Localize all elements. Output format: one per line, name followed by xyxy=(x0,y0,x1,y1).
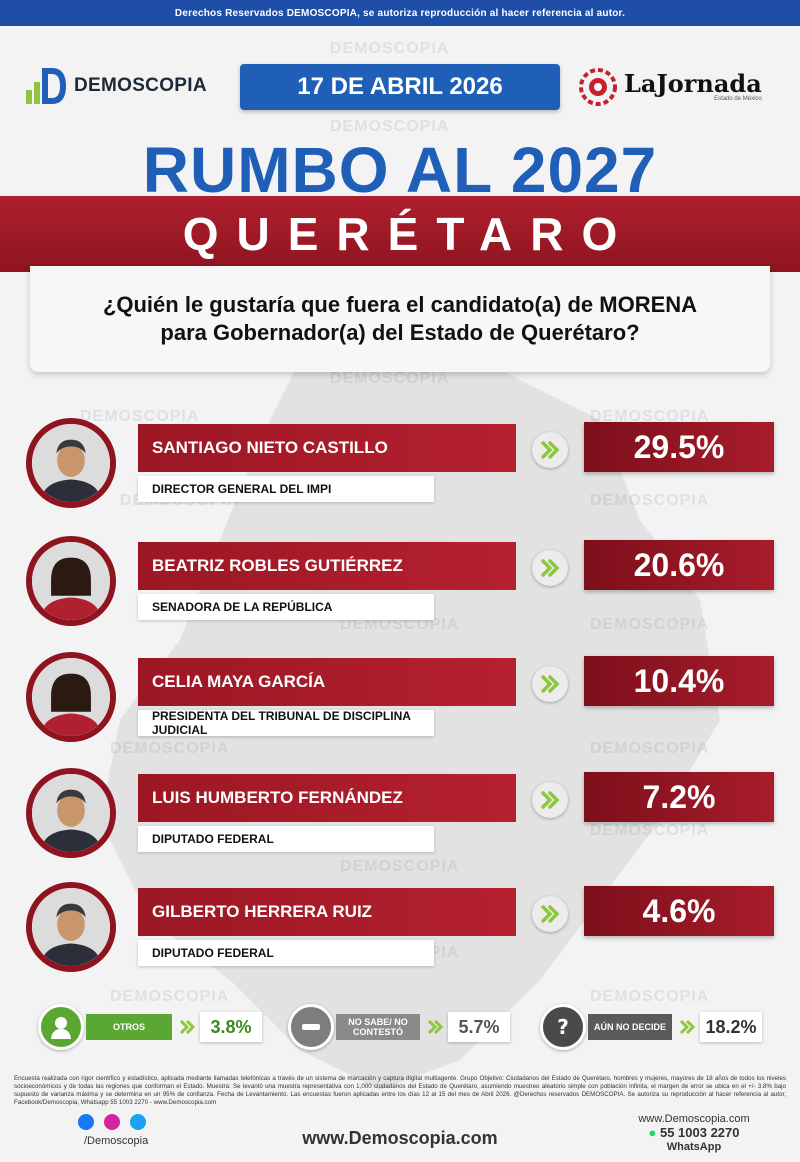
date-text: 17 DE ABRIL 2026 xyxy=(297,73,503,100)
whatsapp-icon: ● xyxy=(648,1125,660,1140)
main-title: RUMBO AL 2027 xyxy=(142,134,658,206)
other-response-percentage: 18.2% xyxy=(700,1012,762,1042)
chevron-right-icon xyxy=(532,896,568,932)
candidate-role: DIRECTOR GENERAL DEL IMPI xyxy=(138,476,434,502)
watermark-text: DEMOSCOPIA xyxy=(330,370,450,387)
other-response-percentage: 5.7% xyxy=(448,1012,510,1042)
watermark-text: DEMOSCOPIA xyxy=(590,492,710,509)
chevron-right-icon xyxy=(532,782,568,818)
candidate-photo xyxy=(26,882,116,972)
chevron-right-icon xyxy=(532,432,568,468)
candidate-row: CELIA MAYA GARCÍA PRESIDENTA DEL TRIBUNAL… xyxy=(0,652,800,752)
watermark-text: DEMOSCOPIA xyxy=(590,740,710,757)
candidate-role: DIPUTADO FEDERAL xyxy=(138,826,434,852)
candidate-name: LUIS HUMBERTO FERNÁNDEZ xyxy=(138,774,516,822)
watermark-text: DEMOSCOPIA xyxy=(590,408,710,425)
social-handle: /Demoscopia xyxy=(84,1135,149,1147)
contact-block: www.Demoscopia.com ● 55 1003 2270 WhatsA… xyxy=(604,1112,784,1154)
question-box: ¿Quién le gustaría que fuera el candidat… xyxy=(30,266,770,372)
demoscopia-wordmark: DEMOSCOPIA xyxy=(74,75,207,96)
title-red-band xyxy=(0,196,800,272)
methodology-note: Encuesta realizada con rigor científico … xyxy=(14,1075,786,1106)
lajornada-emblem-icon xyxy=(579,68,617,106)
chevron-right-icon xyxy=(532,550,568,586)
candidate-percentage: 10.4% xyxy=(584,656,774,706)
watermark-text: DEMOSCOPIA xyxy=(590,988,710,1005)
state-title: QUERÉTARO xyxy=(182,208,636,260)
survey-question: ¿Quién le gustaría que fuera el candidat… xyxy=(102,292,698,345)
watermark-text: DEMOSCOPIA xyxy=(110,740,230,757)
lajornada-logo: LaJornada Estado de México xyxy=(578,62,778,112)
person-photo-male xyxy=(32,774,110,852)
social-icons xyxy=(78,1114,146,1130)
candidate-photo xyxy=(26,768,116,858)
watermark-text: DEMOSCOPIA xyxy=(110,988,230,1005)
watermark-text: DEMOSCOPIA xyxy=(330,40,450,57)
candidate-name: SANTIAGO NIETO CASTILLO xyxy=(138,424,516,472)
candidate-row: GILBERTO HERRERA RUIZ DIPUTADO FEDERAL 4.6… xyxy=(0,882,800,982)
person-icon xyxy=(38,1004,84,1050)
demoscopia-d-icon xyxy=(26,68,66,104)
instagram-icon[interactable] xyxy=(104,1114,120,1130)
facebook-icon[interactable] xyxy=(78,1114,94,1130)
contact-website[interactable]: www.Demoscopia.com xyxy=(638,1113,750,1125)
demoscopia-logo: DEMOSCOPIA xyxy=(24,64,224,108)
rights-text: Derechos Reservados DEMOSCOPIA, se autor… xyxy=(174,7,626,19)
chevron-right-icon xyxy=(179,1019,196,1035)
candidate-photo xyxy=(26,536,116,626)
person-photo-female xyxy=(32,542,110,620)
watermark-text: DEMOSCOPIA xyxy=(340,858,460,875)
person-photo-male xyxy=(32,888,110,966)
candidate-percentage: 4.6% xyxy=(584,886,774,936)
candidate-role: SENADORA DE LA REPÚBLICA xyxy=(138,594,434,620)
date-badge: 17 DE ABRIL 2026 xyxy=(240,64,560,110)
other-response-label: NO SABE/ NO CONTESTÓ xyxy=(336,1014,420,1040)
candidate-percentage: 7.2% xyxy=(584,772,774,822)
candidate-name: GILBERTO HERRERA RUIZ xyxy=(138,888,516,936)
candidate-percentage: 29.5% xyxy=(584,422,774,472)
watermark-text: DEMOSCOPIA xyxy=(590,822,710,839)
candidate-role: DIPUTADO FEDERAL xyxy=(138,940,434,966)
candidate-percentage: 20.6% xyxy=(584,540,774,590)
candidate-row: SANTIAGO NIETO CASTILLO DIRECTOR GENERAL … xyxy=(0,418,800,518)
question-icon: ? xyxy=(540,1004,586,1050)
other-response-item: NO SABE/ NO CONTESTÓ 5.7% xyxy=(288,1004,524,1052)
other-response-item: ? AÚN NO DECIDE 18.2% xyxy=(540,1004,776,1052)
watermark-text: DEMOSCOPIA xyxy=(340,616,460,633)
other-response-percentage: 3.8% xyxy=(200,1012,262,1042)
minus-icon xyxy=(288,1004,334,1050)
watermark-text: DEMOSCOPIA xyxy=(80,408,200,425)
person-photo-male xyxy=(32,424,110,502)
twitter-icon[interactable] xyxy=(130,1114,146,1130)
watermark-text: DEMOSCOPIA xyxy=(590,616,710,633)
chevron-right-icon xyxy=(532,666,568,702)
candidate-row: LUIS HUMBERTO FERNÁNDEZ DIPUTADO FEDERAL 7… xyxy=(0,768,800,868)
svg-text:?: ? xyxy=(557,1015,569,1039)
website-link[interactable]: www.Demoscopia.com xyxy=(302,1128,498,1148)
lajornada-subtitle: Estado de México xyxy=(714,96,762,102)
other-response-item: OTROS 3.8% xyxy=(38,1004,276,1052)
person-photo-female xyxy=(32,658,110,736)
lajornada-wordmark: LaJornada xyxy=(624,69,762,98)
whatsapp-label: WhatsApp xyxy=(666,1141,722,1153)
chevron-right-icon xyxy=(679,1019,696,1035)
other-response-label: OTROS xyxy=(86,1014,172,1040)
candidate-row: BEATRIZ ROBLES GUTIÉRREZ SENADORA DE LA R… xyxy=(0,536,800,636)
candidate-photo xyxy=(26,418,116,508)
chevron-right-icon xyxy=(427,1019,444,1035)
watermark-text: DEMOSCOPIA xyxy=(330,118,450,135)
other-response-label: AÚN NO DECIDE xyxy=(588,1014,672,1040)
candidate-photo xyxy=(26,652,116,742)
contact-phone[interactable]: 55 1003 2270 xyxy=(659,1125,740,1140)
candidate-name: CELIA MAYA GARCÍA xyxy=(138,658,516,706)
candidate-role: PRESIDENTA DEL TRIBUNAL DE DISCIPLINA JU… xyxy=(138,709,434,737)
rights-banner: Derechos Reservados DEMOSCOPIA, se autor… xyxy=(0,0,800,26)
candidate-name: BEATRIZ ROBLES GUTIÉRREZ xyxy=(138,542,516,590)
